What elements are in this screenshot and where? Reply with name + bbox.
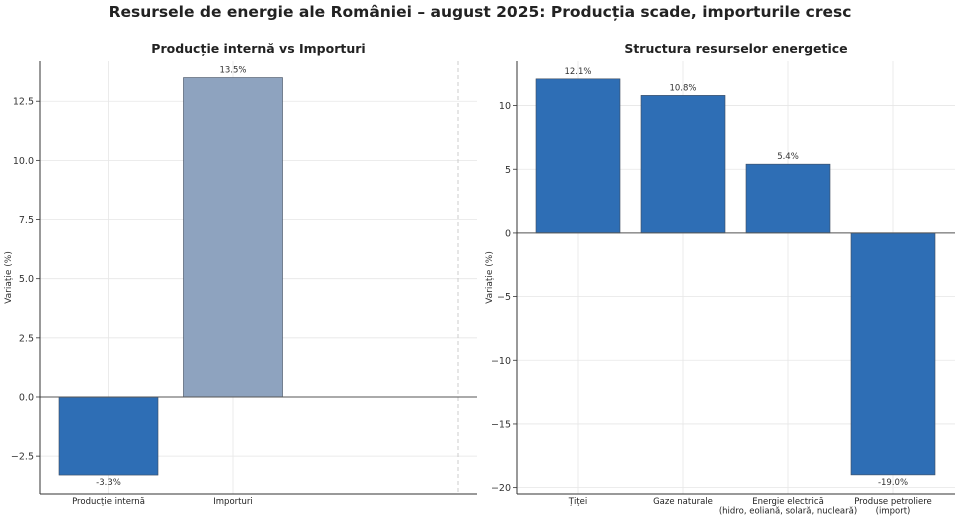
- y-tick-label: 7.5: [19, 215, 34, 226]
- y-tick-label: −20: [491, 483, 511, 494]
- bar: [745, 163, 831, 234]
- data-label: 13.5%: [219, 66, 246, 76]
- y-tick-label: 5.0: [19, 274, 34, 285]
- y-tick-label: 12.5: [13, 97, 34, 108]
- y-tick-label: −2.5: [11, 452, 34, 463]
- data-label: 10.8%: [669, 83, 696, 93]
- y-tick-label: −10: [491, 356, 511, 367]
- chart-title: Producție internă vs Importuri: [151, 41, 365, 56]
- y-tick-label: 0.0: [19, 392, 34, 403]
- x-tick-label: (import): [876, 507, 911, 517]
- x-tick-label: Energie electrică: [752, 497, 824, 507]
- bar: [850, 232, 936, 476]
- bar: [58, 396, 159, 476]
- y-tick-label: −15: [491, 419, 511, 430]
- bar: [535, 78, 621, 234]
- y-tick-label: 2.5: [19, 333, 34, 344]
- y-tick-label: −5: [497, 292, 511, 303]
- y-tick-label: 10.0: [13, 156, 34, 167]
- y-tick-label: 5: [505, 165, 511, 176]
- x-tick-label: Țiței: [568, 497, 587, 507]
- data-label: -3.3%: [96, 478, 121, 488]
- bar: [640, 95, 726, 234]
- chart-panel-energy-structure: Structura resurselor energetice Variație…: [485, 41, 955, 517]
- chart-title: Structura resurselor energetice: [624, 41, 847, 56]
- figure-title: Resursele de energie ale României – augu…: [109, 3, 852, 21]
- y-tick-label: 10: [499, 101, 511, 112]
- y-axis-label: Variație (%): [4, 251, 14, 304]
- data-label: 5.4%: [777, 152, 799, 162]
- bar: [183, 77, 283, 398]
- x-tick-label: Produse petroliere: [854, 497, 932, 507]
- x-tick-label: (hidro, eoliană, solară, nucleară): [719, 507, 857, 517]
- data-label: 12.1%: [564, 67, 591, 77]
- x-tick-label: Gaze naturale: [653, 497, 713, 507]
- y-tick-label: 0: [505, 228, 511, 239]
- x-tick-label: Producție internă: [72, 497, 145, 507]
- chart-panel-production-vs-imports: Producție internă vs Importuri Variație …: [4, 41, 477, 507]
- data-label: -19.0%: [878, 478, 908, 488]
- y-axis-label: Variație (%): [485, 251, 495, 304]
- x-tick-label: Importuri: [213, 497, 252, 507]
